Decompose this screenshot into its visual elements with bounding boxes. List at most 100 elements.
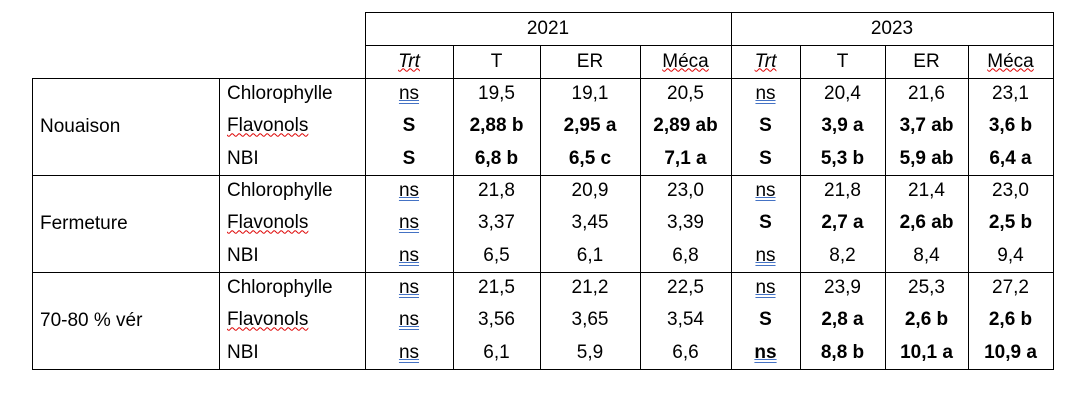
table-cell: 6,4 a	[968, 143, 1053, 175]
table-cell: 3,56	[453, 304, 540, 336]
cell-text: 2,95 a	[563, 115, 617, 137]
cell-text: 2,88 b	[469, 115, 524, 137]
table-cell: 23,0	[640, 175, 731, 207]
table-cell: 3,9 a	[800, 110, 885, 142]
cell-text: 2,89 ab	[653, 115, 718, 137]
table-cell: 5,3 b	[800, 143, 885, 175]
cell-text: 23,1	[992, 83, 1029, 105]
cell-text: 20,5	[667, 83, 704, 105]
table-cell: 5,9 ab	[885, 143, 968, 175]
year-header: 2023	[870, 17, 914, 39]
group-label: Nouaison	[40, 115, 121, 137]
cell-text: ns	[754, 341, 777, 363]
cell-text: 21,2	[571, 277, 609, 299]
cell-text: 6,8 b	[474, 147, 519, 169]
table-cell: 2,6 b	[968, 304, 1053, 336]
table-cell: 7,1 a	[640, 143, 731, 175]
table-cell: 21,5	[453, 272, 540, 304]
cell-text: 22,5	[667, 277, 704, 299]
cell-text: 23,0	[667, 180, 704, 202]
table-cell: ns	[731, 78, 800, 110]
cell-text: 19,1	[571, 83, 609, 105]
cell-text: 9,4	[997, 244, 1024, 266]
cell-text: ns	[398, 244, 420, 266]
cell-text: 19,5	[478, 83, 515, 105]
table-cell: 5,9	[540, 337, 640, 369]
table-cell: 3,54	[640, 304, 731, 336]
table-cell: 23,1	[968, 78, 1053, 110]
table-cell: 3,65	[540, 304, 640, 336]
column-header: Trt	[754, 50, 777, 72]
table-cell: 3,39	[640, 207, 731, 239]
cell-text: ns	[398, 309, 420, 331]
cell-text: ns	[398, 341, 420, 363]
table-cell: ns	[365, 304, 453, 336]
column-header: Méca	[662, 50, 709, 72]
table-cell: 9,4	[968, 240, 1053, 272]
cell-text: 8,2	[829, 244, 856, 266]
table-cell: 6,5 c	[540, 143, 640, 175]
column-header: T	[836, 50, 849, 72]
rule	[540, 45, 541, 370]
cell-text: 21,8	[478, 180, 515, 202]
table-cell: 2,5 b	[968, 207, 1053, 239]
cell-text: 21,4	[908, 180, 945, 202]
cell-text: 3,65	[571, 309, 609, 331]
year-header: 2021	[526, 17, 570, 39]
cell-text: 3,9 a	[821, 115, 864, 137]
cell-text: 3,7 ab	[899, 115, 954, 137]
table-cell: 20,5	[640, 78, 731, 110]
variable-label: Chlorophylle	[227, 180, 333, 202]
cell-text: 5,9	[576, 341, 604, 363]
cell-text: ns	[398, 83, 420, 105]
rule	[968, 45, 969, 370]
variable-label: Chlorophylle	[227, 277, 333, 299]
cell-text: 3,6 b	[988, 115, 1033, 137]
cell-text: 20,4	[824, 83, 861, 105]
table-cell: S	[731, 143, 800, 175]
cell-text: 21,8	[824, 180, 861, 202]
cell-text: 10,1 a	[900, 341, 953, 363]
cell-text: 6,5 c	[568, 147, 612, 169]
variable-label: Flavonols	[227, 212, 309, 234]
table-cell: 25,3	[885, 272, 968, 304]
variable-label: NBI	[227, 341, 259, 363]
cell-text: 25,3	[908, 277, 945, 299]
table-cell: 20,9	[540, 175, 640, 207]
cell-text: 5,3 b	[820, 147, 865, 169]
cell-text: S	[402, 147, 416, 169]
table-cell: ns	[731, 175, 800, 207]
rule	[32, 78, 1054, 79]
cell-text: 3,56	[478, 309, 515, 331]
table-cell: ns	[731, 272, 800, 304]
table-cell: 2,8 a	[800, 304, 885, 336]
cell-text: ns	[755, 180, 776, 202]
rule	[219, 78, 220, 370]
table-cell: 2,6 b	[885, 304, 968, 336]
rule	[1053, 12, 1054, 370]
rule	[365, 45, 1054, 46]
table-cell: 8,4	[885, 240, 968, 272]
table-cell: ns	[731, 240, 800, 272]
table-cell: 21,8	[453, 175, 540, 207]
variable-label: Flavonols	[227, 309, 309, 331]
variable-label: NBI	[227, 147, 259, 169]
table-cell: 6,1	[453, 337, 540, 369]
rule	[32, 78, 33, 370]
cell-text: 21,5	[478, 277, 515, 299]
cell-text: ns	[398, 212, 420, 234]
column-header: Trt	[398, 50, 420, 72]
table-cell: 21,4	[885, 175, 968, 207]
table-cell: 6,5	[453, 240, 540, 272]
rule	[32, 175, 1054, 176]
cell-text: 6,5	[483, 244, 510, 266]
table-cell: 22,5	[640, 272, 731, 304]
table-cell: 2,7 a	[800, 207, 885, 239]
cell-text: 6,1	[576, 244, 604, 266]
table-cell: 3,37	[453, 207, 540, 239]
cell-text: 2,6 ab	[899, 212, 954, 234]
variable-label: Chlorophylle	[227, 83, 333, 105]
table-cell: 20,4	[800, 78, 885, 110]
table-cell: 3,45	[540, 207, 640, 239]
